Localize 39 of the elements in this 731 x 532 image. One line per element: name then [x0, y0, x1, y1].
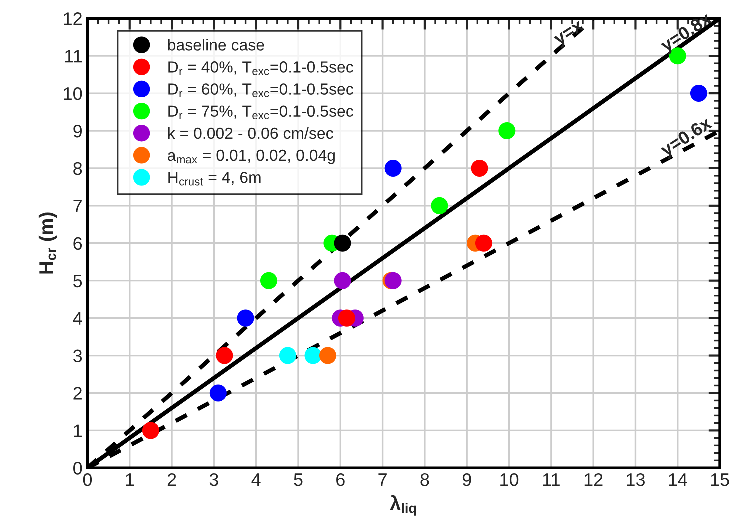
x-tick-label: 4 [252, 474, 261, 486]
y-axis-title: H$_{cr}$ (m) [38, 212, 58, 274]
y-tick-label: 5 [74, 274, 82, 288]
y-tick-label: 3 [74, 350, 82, 362]
x-tick-label: 14 [669, 474, 688, 486]
x-tick-label: 12 [584, 474, 603, 486]
text: y=x [554, 21, 587, 49]
x-tick-label: 5 [294, 474, 303, 486]
y-tick-label: 6 [74, 237, 82, 250]
x-tick-label: 9 [462, 474, 472, 486]
y-tick-label: 11 [65, 50, 82, 63]
y-tick-label: 12 [64, 12, 82, 26]
y-tick-label: 7 [74, 200, 82, 212]
legend-label: D$_{r}$ = 75%, T$_{exc}$=0.1-0.5sec [168, 106, 354, 120]
x-tick-label: 7 [378, 474, 387, 486]
legend-label: k = 0.002 - 0.06 cm/sec [168, 127, 334, 140]
x-tick-label: 15 [711, 474, 730, 486]
x-tick-label: 2 [168, 474, 176, 486]
y-tick-label: 10 [64, 87, 82, 100]
y-tick-label: 1 [74, 424, 82, 438]
x-tick-label: 8 [420, 474, 430, 486]
x-tick-label: 6 [336, 474, 345, 486]
legend-label: D$_{r}$ = 60%, T$_{exc}$=0.1-0.5sec [168, 84, 354, 98]
x-axis-title: λ$_{liq}$ [390, 495, 416, 516]
y-tick-label: 2 [74, 387, 82, 400]
y-tick-label: 9 [74, 124, 82, 138]
legend-label: D$_{r}$ = 40%, T$_{exc}$=0.1-0.5sec [168, 62, 354, 76]
x-tick-label: 13 [627, 474, 645, 486]
legend-label: a$_{max}$ = 0.01, 0.02, 0.04g [168, 150, 335, 164]
legend-label: H$_{crust}$ = 4, 6m [168, 172, 261, 186]
x-tick-label: 3 [210, 474, 218, 486]
x-tick-label: 1 [126, 474, 134, 486]
x-tick-label: 0 [83, 474, 92, 486]
x-tick-label: 10 [500, 474, 519, 486]
y-tick-label: 8 [74, 162, 82, 176]
y-tick-label: 0 [74, 462, 82, 475]
y-tick-label: 4 [73, 312, 82, 325]
x-tick-label: 11 [543, 474, 560, 486]
legend-label: baseline case [168, 39, 264, 51]
